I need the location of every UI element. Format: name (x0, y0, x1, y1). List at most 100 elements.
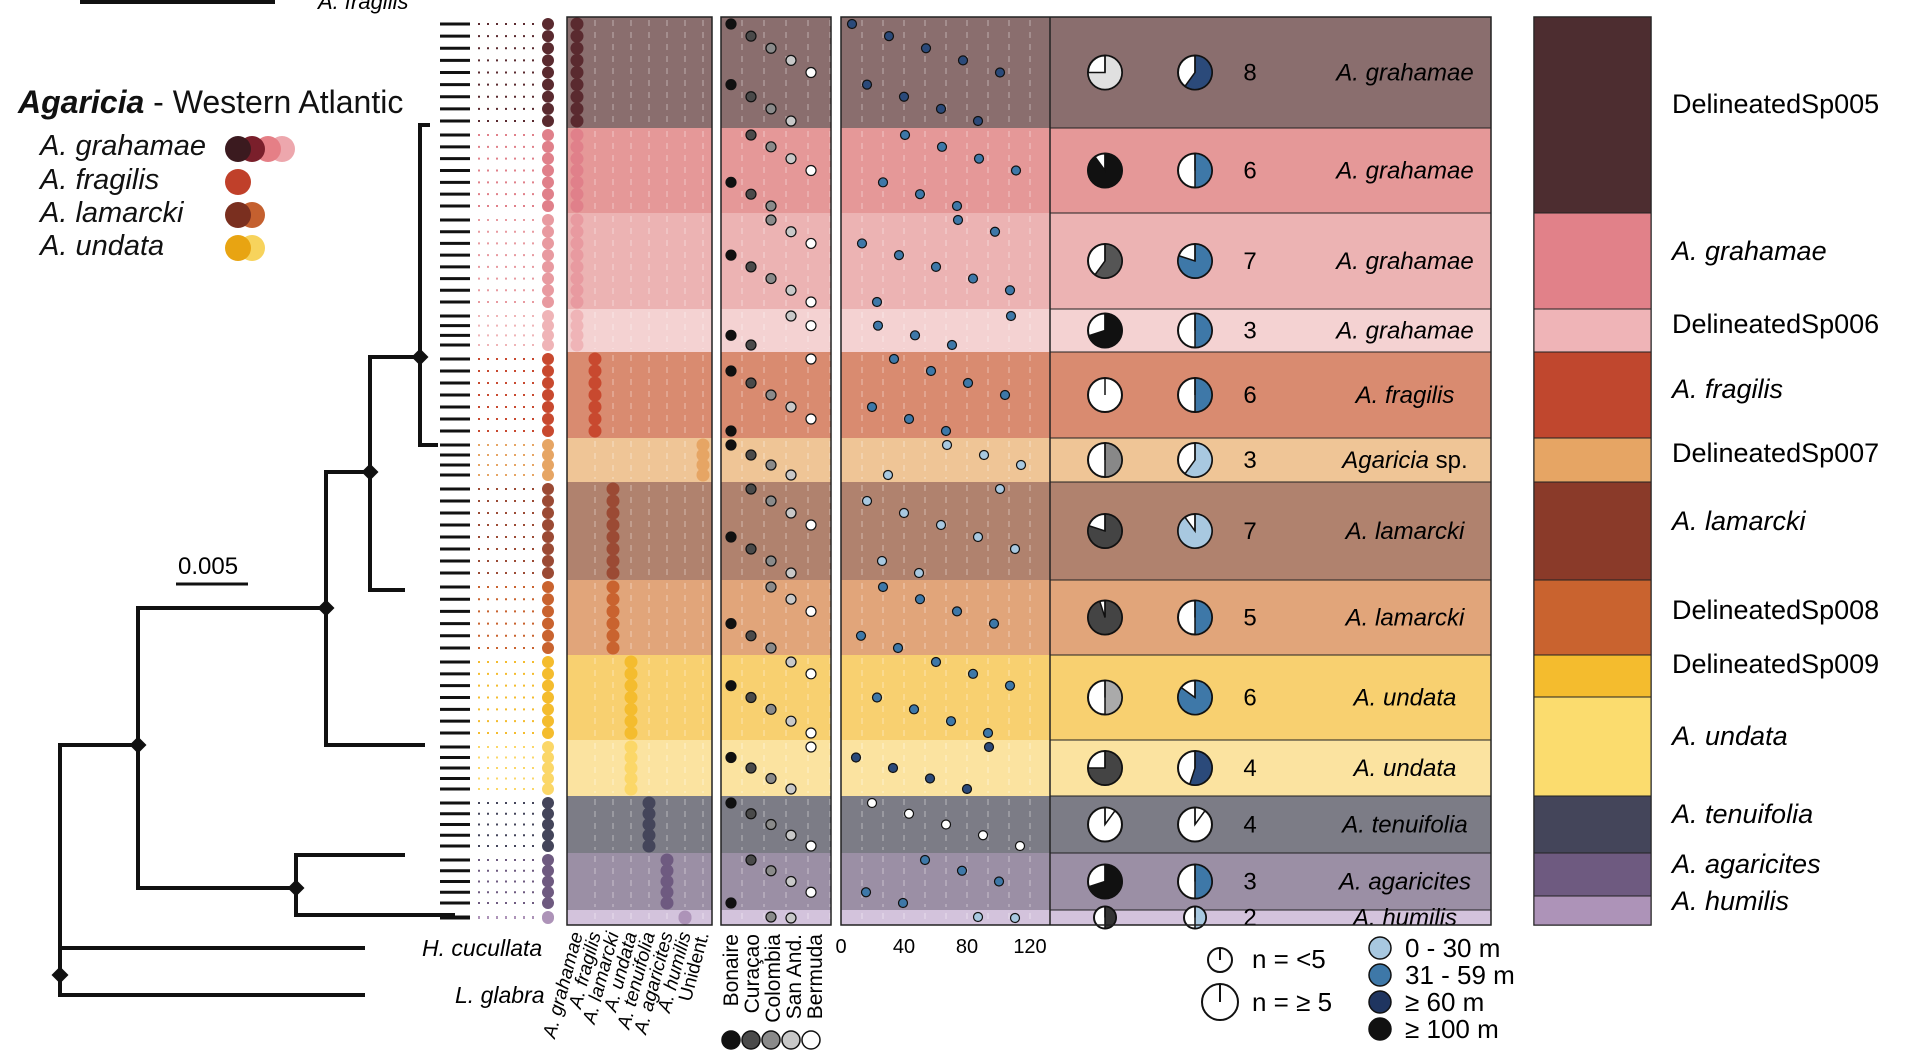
location-bg (721, 213, 831, 309)
species-dot (588, 364, 602, 378)
species-dot (606, 518, 620, 532)
location-panel-frame (720, 16, 832, 926)
depth-bg (841, 740, 1050, 796)
depth-dot (909, 330, 921, 341)
depth-bg (841, 213, 1050, 309)
cluster-sample-count: 3 (1243, 318, 1256, 345)
delineated-block (1533, 437, 1652, 483)
legend-species-fragilis: A. fragilis (40, 164, 160, 196)
legend-dot (225, 235, 251, 261)
depth-legend-label: 31 - 59 m (1405, 960, 1515, 990)
species-dot (624, 691, 638, 704)
tip-color-dot (542, 42, 554, 55)
cluster-sample-count: 7 (1243, 518, 1256, 545)
tip-color-dot (542, 581, 554, 593)
cluster-genus: Agaricia (1340, 447, 1429, 474)
species-dot (570, 260, 584, 274)
location-dot (765, 42, 777, 54)
depth-dot (988, 618, 1000, 629)
depth-dot (1004, 285, 1016, 296)
depth-dot (860, 887, 872, 898)
cluster-sample-count: 2 (1243, 905, 1256, 932)
species-dot (660, 896, 674, 910)
location-dot (805, 668, 817, 680)
location-dot (725, 617, 737, 630)
depth-dot (908, 704, 920, 715)
depth-legend-dot (1368, 963, 1392, 987)
tip-color-dot (542, 249, 554, 262)
clade-pie-slice (1104, 905, 1117, 930)
depth-dot (899, 129, 911, 141)
depth-dot (914, 594, 926, 605)
location-dot (745, 30, 757, 42)
depth-dot (898, 91, 910, 102)
location-dot (785, 593, 797, 605)
delineated-label: A. agaricites (1670, 849, 1821, 879)
cluster-sample-count: 5 (1243, 605, 1256, 632)
delineated-label: A. humilis (1670, 886, 1789, 916)
species-dot (624, 740, 638, 754)
tip-color-dot (542, 691, 554, 704)
location-dot (765, 818, 777, 831)
depth-dot (846, 18, 858, 30)
depth-dot (893, 250, 905, 261)
tip-color-dot (542, 30, 554, 43)
species-dot (642, 818, 656, 831)
cluster-rows: 8 A. grahamae 6 A. grahamae 7 A. grahamae 3 A. … (567, 16, 1492, 932)
small-sample-label: n = <5 (1252, 944, 1326, 974)
location-dot (745, 691, 757, 704)
species-dot (588, 412, 602, 426)
species-dot (624, 667, 638, 681)
delineated-label: DelineatedSp006 (1672, 309, 1879, 339)
species-dot (606, 542, 620, 556)
cluster-species-name: A. grahamae (1334, 158, 1473, 185)
depth-panel-frame (840, 16, 1492, 926)
location-dot (725, 680, 737, 692)
tip-color-dot (542, 78, 554, 91)
depth-dot (935, 519, 947, 531)
cluster-sample-count: 3 (1243, 447, 1256, 474)
legend-color-dots (225, 136, 295, 261)
depth-dot (989, 226, 1001, 237)
cluster-summary-bg (1049, 654, 1492, 741)
depth-dot (972, 531, 984, 543)
species-dot (570, 187, 584, 201)
tip-color-dot (542, 495, 554, 507)
tip-color-dot (542, 176, 554, 189)
tip-color-dot (542, 102, 554, 115)
location-dot (765, 214, 777, 226)
tip-color-dot (542, 284, 554, 297)
location-dot (785, 507, 797, 519)
tip-color-dot (542, 425, 554, 437)
species-dot (570, 199, 584, 213)
depth-dot (1014, 840, 1026, 852)
species-dot (660, 853, 674, 867)
depth-dot (871, 296, 883, 308)
legend-region: - Western Atlantic (144, 84, 404, 120)
species-dot (624, 726, 638, 740)
delineated-label: DelineatedSp007 (1672, 438, 1879, 468)
location-dot (725, 79, 737, 91)
depth-dot (924, 773, 936, 784)
depth-dot (1009, 543, 1021, 555)
species-dot (570, 283, 584, 297)
tip-color-dot (542, 469, 554, 481)
location-dot (765, 642, 777, 654)
depth-legend-dot (1368, 936, 1392, 960)
cluster-sample-count: 6 (1243, 382, 1256, 409)
depth-legend-label: ≥ 100 m (1405, 1014, 1499, 1044)
location-dot (805, 320, 817, 332)
location-dot (805, 886, 817, 898)
depth-dot (930, 656, 942, 668)
location-dot (765, 495, 777, 507)
depth-pie-slice (1183, 54, 1213, 91)
tree-node (361, 463, 379, 481)
species-bg (567, 655, 712, 740)
species-bg (567, 438, 712, 482)
depth-dot (877, 177, 889, 188)
species-dot (624, 751, 638, 764)
cluster-species-name: Agaricia sp. (1340, 447, 1467, 474)
location-dot (785, 153, 797, 165)
depth-dot (887, 762, 899, 774)
